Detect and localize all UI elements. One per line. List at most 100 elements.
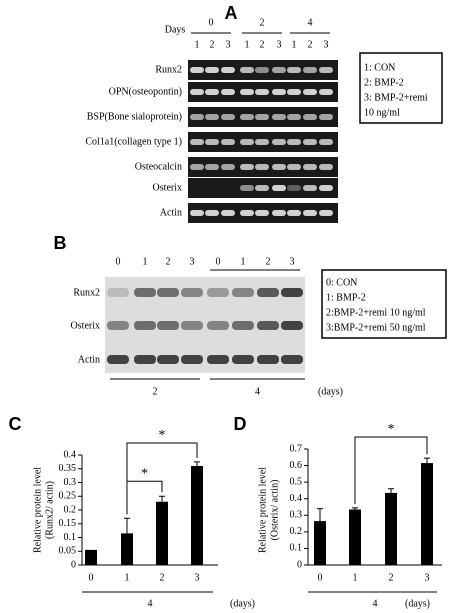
y-tick-label: 0.3 — [290, 510, 303, 521]
gel-band — [287, 114, 301, 120]
gel-band — [205, 67, 219, 73]
gel-band — [319, 185, 333, 191]
lane-label: 2 — [308, 39, 313, 50]
blot-band — [232, 321, 254, 330]
gel-band — [319, 114, 333, 120]
gene-label: Actin — [160, 207, 182, 218]
day-group: 4 — [308, 17, 313, 28]
blot-band — [107, 288, 129, 297]
gel-band — [287, 210, 301, 216]
y-axis-title: Relative protein level — [32, 467, 43, 553]
gel-band — [190, 164, 204, 170]
lane-label: 2 — [266, 256, 271, 267]
gel-band — [205, 210, 219, 216]
gel-band — [287, 164, 301, 170]
bar — [385, 492, 397, 565]
blot-band — [157, 355, 179, 364]
gel-band — [255, 210, 269, 216]
x-tick-label: 1 — [353, 572, 358, 583]
lane-label: 1 — [195, 39, 200, 50]
days-unit: (days) — [405, 598, 430, 609]
bar — [349, 509, 361, 565]
gel-band — [240, 139, 254, 145]
blot-band — [281, 355, 303, 364]
gel-band — [272, 164, 286, 170]
blot-band — [207, 288, 229, 297]
gel-band — [205, 114, 219, 120]
group-label: 4 — [148, 598, 153, 609]
blot-band — [281, 288, 303, 297]
gel-band — [255, 185, 269, 191]
gene-label: Osterix — [153, 182, 182, 193]
legend-text: 2:BMP-2+remi 10 ng/ml — [326, 307, 426, 318]
error-bar — [388, 488, 394, 493]
y-tick-label: 0 — [71, 559, 76, 570]
blot-band — [134, 355, 156, 364]
gel-band — [205, 139, 219, 145]
y-tick-label: 0.35 — [59, 463, 77, 474]
significance-label: * — [388, 422, 395, 437]
significance-bracket — [354, 436, 428, 504]
gel-band — [221, 210, 235, 216]
y-tick-label: 0.4 — [64, 449, 77, 460]
protein-label: Runx2 — [73, 287, 100, 298]
panel-label: A — [225, 3, 238, 23]
bar — [85, 549, 97, 565]
legend-text: 3:BMP-2+remi 50 ng/ml — [326, 322, 426, 333]
gel-band — [303, 89, 317, 95]
gel-band — [190, 67, 204, 73]
x-tick-label: 1 — [125, 572, 130, 583]
gel-band — [240, 89, 254, 95]
gel-band — [272, 139, 286, 145]
lane-label: 3 — [190, 256, 195, 267]
lane-label: 1 — [143, 256, 148, 267]
gel-band — [190, 139, 204, 145]
gel-band — [240, 185, 254, 191]
legend-text: 1: CON — [364, 62, 395, 73]
legend-text: 2: BMP-2 — [364, 77, 404, 88]
group-label: 4 — [373, 598, 378, 609]
lane-label: 3 — [226, 39, 231, 50]
blot-band — [281, 321, 303, 330]
day-group: 0 — [209, 17, 214, 28]
legend-text: 1: BMP-2 — [326, 292, 366, 303]
bar — [314, 521, 326, 565]
error-bar — [424, 457, 430, 464]
y-axis-title: (Runx2/ actin) — [44, 481, 55, 539]
lane-label: 0 — [116, 256, 121, 267]
gel-band — [255, 89, 269, 95]
lane-label: 2 — [260, 39, 265, 50]
gel-band — [205, 89, 219, 95]
blot-band — [181, 288, 203, 297]
error-bar — [352, 507, 358, 510]
bar — [421, 463, 433, 565]
gel-band — [287, 139, 301, 145]
blot-band — [257, 288, 279, 297]
gel-band — [303, 67, 317, 73]
y-tick-label: 0.4 — [290, 493, 303, 504]
gel-band — [287, 67, 301, 73]
x-tick-label: 0 — [318, 572, 323, 583]
gel-band — [319, 89, 333, 95]
blot-band — [181, 321, 203, 330]
gel-band — [190, 89, 204, 95]
gel-band — [221, 89, 235, 95]
y-tick-label: 0.1 — [64, 532, 77, 543]
legend-text: 3: BMP-2+remi — [364, 92, 428, 103]
blot-band — [232, 355, 254, 364]
day-group: 4 — [255, 386, 260, 397]
panel-label: D — [234, 414, 247, 434]
lane-label: 1 — [241, 256, 246, 267]
blot-band — [207, 355, 229, 364]
panel-label: C — [9, 414, 22, 434]
y-tick-label: 0 — [297, 559, 302, 570]
significance-bracket — [126, 442, 198, 515]
gene-label: Col1a1(collagen type 1) — [85, 136, 182, 147]
gel-band — [319, 67, 333, 73]
lane-label: 2 — [210, 39, 215, 50]
protein-label: Osterix — [71, 320, 100, 331]
blot-band — [107, 355, 129, 364]
gel-band — [303, 185, 317, 191]
